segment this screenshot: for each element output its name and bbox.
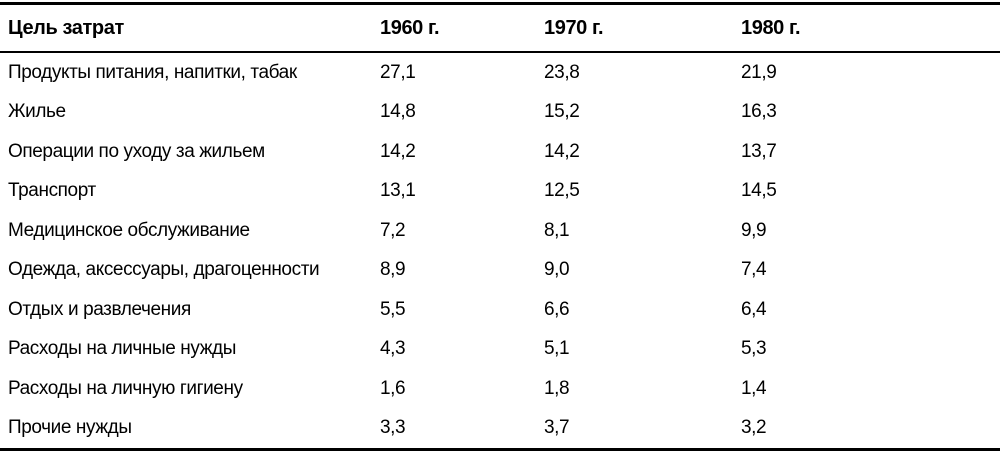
table-row: Расходы на личные нужды 4,3 5,1 5,3 — [0, 330, 1000, 370]
row-label: Отдых и развлечения — [8, 298, 191, 320]
expenditure-table-container: Цель затрат 1960 г. 1970 г. 1980 г. Прод… — [0, 2, 1000, 451]
column-header-1980: 1980 г. — [741, 3, 1000, 53]
value-cell: 7,2 — [380, 219, 406, 241]
value-cell: 14,2 — [380, 140, 416, 162]
table-row: Прочие нужды 3,3 3,7 3,2 — [0, 409, 1000, 450]
table-row: Продукты питания, напитки, табак 27,1 23,8… — [0, 52, 1000, 93]
row-label: Расходы на личную гигиену — [8, 377, 243, 399]
header-row: Цель затрат 1960 г. 1970 г. 1980 г. — [0, 3, 1000, 53]
value-cell: 23,8 — [544, 61, 580, 83]
value-cell: 3,3 — [380, 417, 406, 439]
value-cell: 6,6 — [544, 298, 570, 320]
value-cell: 13,7 — [741, 140, 777, 162]
row-label: Операции по уходу за жильем — [8, 140, 265, 162]
row-label: Расходы на личные нужды — [8, 338, 236, 360]
value-cell: 12,5 — [544, 180, 580, 202]
table-row: Транспорт 13,1 12,5 14,5 — [0, 172, 1000, 212]
value-cell: 16,3 — [741, 101, 777, 123]
table-row: Отдых и развлечения 5,5 6,6 6,4 — [0, 290, 1000, 330]
table-row: Медицинское обслуживание 7,2 8,1 9,9 — [0, 211, 1000, 251]
expenditure-table: Цель затрат 1960 г. 1970 г. 1980 г. Прод… — [0, 2, 1000, 451]
value-cell: 8,1 — [544, 219, 570, 241]
row-label: Жилье — [8, 101, 66, 123]
table-body: Продукты питания, напитки, табак 27,1 23,8… — [0, 52, 1000, 450]
table-header: Цель затрат 1960 г. 1970 г. 1980 г. — [0, 3, 1000, 53]
row-label: Продукты питания, напитки, табак — [8, 61, 297, 83]
row-label: Одежда, аксессуары, драгоценности — [8, 259, 320, 281]
value-cell: 4,3 — [380, 338, 406, 360]
column-header-purpose: Цель затрат — [0, 3, 380, 53]
value-cell: 8,9 — [380, 259, 406, 281]
row-label: Прочие нужды — [8, 417, 132, 439]
value-cell: 14,2 — [544, 140, 580, 162]
table-row: Жилье 14,8 15,2 16,3 — [0, 93, 1000, 133]
value-cell: 3,7 — [544, 417, 570, 439]
table-row: Операции по уходу за жильем 14,2 14,2 13,7 — [0, 132, 1000, 172]
value-cell: 14,5 — [741, 180, 777, 202]
value-cell: 6,4 — [741, 298, 767, 320]
value-cell: 3,2 — [741, 417, 767, 439]
value-cell: 5,5 — [380, 298, 406, 320]
value-cell: 9,0 — [544, 259, 570, 281]
table-row: Одежда, аксессуары, драгоценности 8,9 9,0 7… — [0, 251, 1000, 291]
table-row: Расходы на личную гигиену 1,6 1,8 1,4 — [0, 369, 1000, 409]
value-cell: 5,1 — [544, 338, 570, 360]
column-header-1970: 1970 г. — [544, 3, 741, 53]
value-cell: 14,8 — [380, 101, 416, 123]
value-cell: 1,8 — [544, 377, 570, 399]
value-cell: 15,2 — [544, 101, 580, 123]
row-label: Транспорт — [8, 180, 96, 202]
row-label: Медицинское обслуживание — [8, 219, 250, 241]
value-cell: 9,9 — [741, 219, 767, 241]
value-cell: 21,9 — [741, 61, 777, 83]
value-cell: 13,1 — [380, 180, 416, 202]
value-cell: 27,1 — [380, 61, 416, 83]
value-cell: 7,4 — [741, 259, 767, 281]
value-cell: 5,3 — [741, 338, 767, 360]
column-header-1960: 1960 г. — [380, 3, 544, 53]
value-cell: 1,4 — [741, 377, 767, 399]
value-cell: 1,6 — [380, 377, 406, 399]
